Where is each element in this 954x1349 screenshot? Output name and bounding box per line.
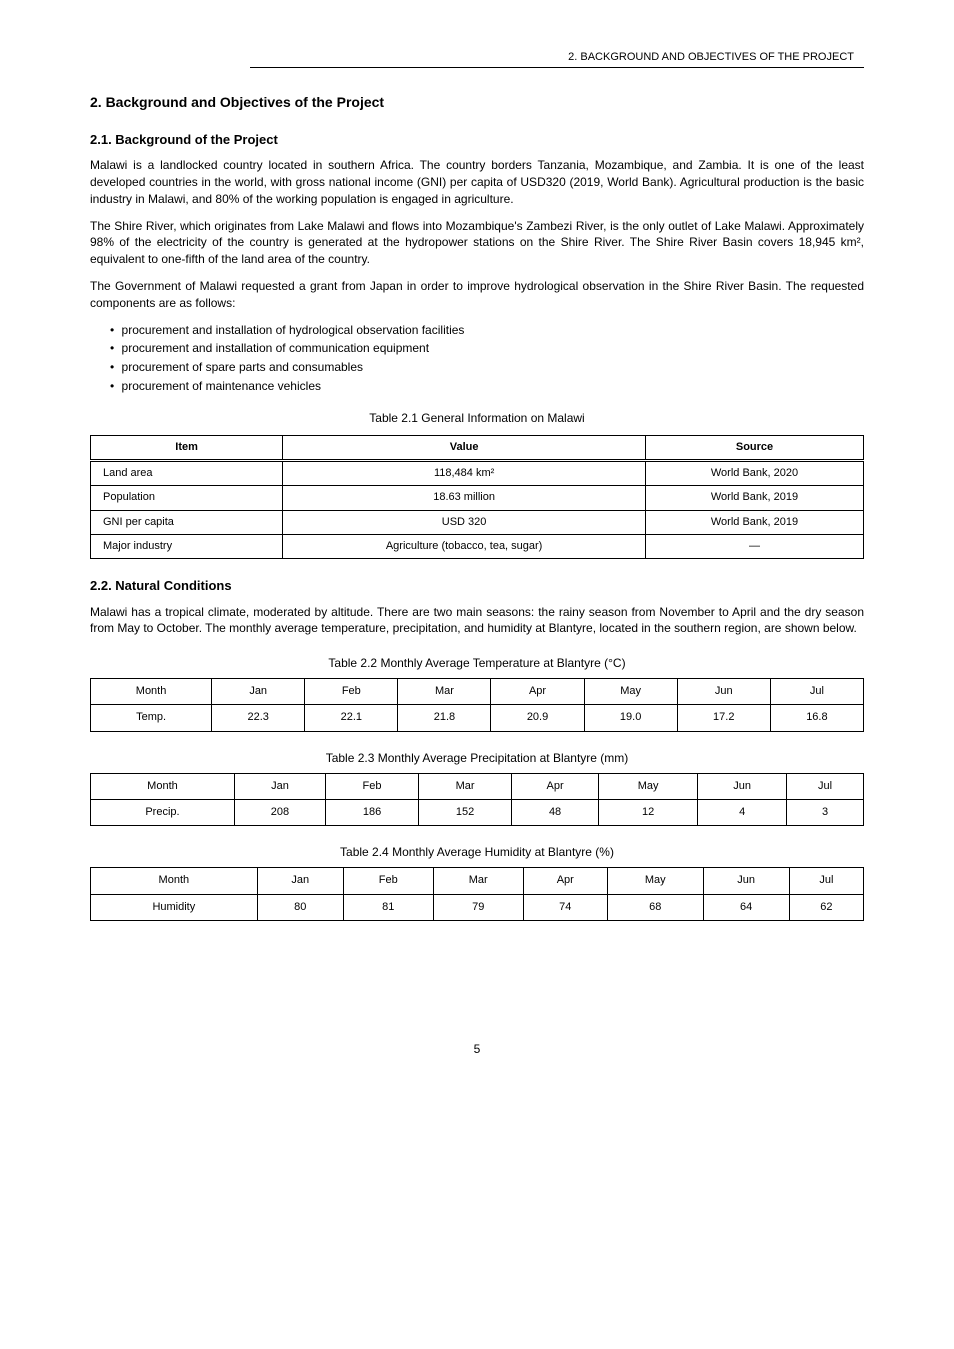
table-cell: Jun	[703, 868, 789, 894]
list-item: procurement of spare parts and consumabl…	[110, 359, 864, 376]
table-cell: 48	[512, 800, 599, 826]
table-cell: Feb	[305, 679, 398, 705]
table-cell: —	[646, 535, 864, 559]
table-cell: May	[584, 679, 677, 705]
table-caption: Table 2.3 Monthly Average Precipitation …	[90, 750, 864, 767]
humidity-table: Month Jan Feb Mar Apr May Jun Jul Humidi…	[90, 867, 864, 921]
table-cell: 74	[523, 894, 607, 920]
page-header: 2. BACKGROUND AND OBJECTIVES OF THE PROJ…	[90, 50, 864, 65]
list-item: procurement and installation of hydrolog…	[110, 322, 864, 339]
table-cell: 118,484 km²	[283, 460, 646, 485]
table-row: Major industry Agriculture (tobacco, tea…	[91, 535, 864, 559]
table-cell: 68	[607, 894, 703, 920]
table-row: Population 18.63 million World Bank, 201…	[91, 486, 864, 510]
table-cell: 4	[698, 800, 787, 826]
general-info-table: Item Value Source Land area 118,484 km² …	[90, 435, 864, 560]
list-item: procurement of maintenance vehicles	[110, 378, 864, 395]
table-caption: Table 2.2 Monthly Average Temperature at…	[90, 655, 864, 672]
table-cell: Jul	[789, 868, 863, 894]
table-row: Land area 118,484 km² World Bank, 2020	[91, 460, 864, 485]
table-row: GNI per capita USD 320 World Bank, 2019	[91, 510, 864, 534]
table-cell: 81	[343, 894, 433, 920]
table-caption: Table 2.4 Monthly Average Humidity at Bl…	[90, 844, 864, 861]
table-cell: Apr	[491, 679, 584, 705]
paragraph: Malawi is a landlocked country located i…	[90, 157, 864, 207]
table-cell: 186	[325, 800, 418, 826]
table-cell: Month	[91, 773, 235, 799]
header-rule	[250, 67, 864, 68]
table-header: Value	[283, 435, 646, 460]
table-cell: Mar	[398, 679, 491, 705]
table-cell: 62	[789, 894, 863, 920]
table-cell: Apr	[523, 868, 607, 894]
table-cell: Jan	[257, 868, 343, 894]
table-cell: Agriculture (tobacco, tea, sugar)	[283, 535, 646, 559]
table-cell: Month	[91, 868, 258, 894]
table-cell: May	[607, 868, 703, 894]
subsection-title: 2.1. Background of the Project	[90, 131, 864, 149]
table-cell: GNI per capita	[91, 510, 283, 534]
precipitation-table: Month Jan Feb Mar Apr May Jun Jul Precip…	[90, 773, 864, 827]
table-cell: Precip.	[91, 800, 235, 826]
page-number: 5	[90, 1041, 864, 1058]
table-cell: 3	[787, 800, 864, 826]
table-cell: Population	[91, 486, 283, 510]
table-cell: Jun	[677, 679, 770, 705]
table-cell: 18.63 million	[283, 486, 646, 510]
table-cell: World Bank, 2019	[646, 510, 864, 534]
table-cell: 16.8	[770, 705, 863, 731]
table-cell: 17.2	[677, 705, 770, 731]
table-cell: Jul	[787, 773, 864, 799]
table-header: Source	[646, 435, 864, 460]
table-header: Item	[91, 435, 283, 460]
section-title: 2. Background and Objectives of the Proj…	[90, 93, 864, 113]
table-row: Month Jan Feb Mar Apr May Jun Jul	[91, 679, 864, 705]
table-row: Humidity 80 81 79 74 68 64 62	[91, 894, 864, 920]
table-row: Precip. 208 186 152 48 12 4 3	[91, 800, 864, 826]
table-cell: 21.8	[398, 705, 491, 731]
table-cell: 64	[703, 894, 789, 920]
temperature-table: Month Jan Feb Mar Apr May Jun Jul Temp. …	[90, 678, 864, 732]
table-cell: 22.1	[305, 705, 398, 731]
table-cell: 20.9	[491, 705, 584, 731]
table-row: Temp. 22.3 22.1 21.8 20.9 19.0 17.2 16.8	[91, 705, 864, 731]
subsection-title: 2.2. Natural Conditions	[90, 577, 864, 595]
table-cell: May	[599, 773, 698, 799]
paragraph: The Government of Malawi requested a gra…	[90, 278, 864, 312]
table-row: Month Jan Feb Mar Apr May Jun Jul	[91, 868, 864, 894]
table-cell: Feb	[325, 773, 418, 799]
table-cell: USD 320	[283, 510, 646, 534]
table-cell: Land area	[91, 460, 283, 485]
table-cell: Jan	[234, 773, 325, 799]
bullet-list: procurement and installation of hydrolog…	[90, 322, 864, 395]
table-header-row: Item Value Source	[91, 435, 864, 460]
table-cell: Jun	[698, 773, 787, 799]
table-cell: Month	[91, 679, 212, 705]
table-cell: 208	[234, 800, 325, 826]
table-cell: Temp.	[91, 705, 212, 731]
table-cell: 79	[433, 894, 523, 920]
paragraph: Malawi has a tropical climate, moderated…	[90, 604, 864, 638]
list-item: procurement and installation of communic…	[110, 340, 864, 357]
paragraph: The Shire River, which originates from L…	[90, 218, 864, 268]
table-cell: Major industry	[91, 535, 283, 559]
table-cell: Apr	[512, 773, 599, 799]
table-cell: 22.3	[212, 705, 305, 731]
table-cell: Mar	[419, 773, 512, 799]
table-cell: World Bank, 2020	[646, 460, 864, 485]
table-row: Month Jan Feb Mar Apr May Jun Jul	[91, 773, 864, 799]
table-cell: Jul	[770, 679, 863, 705]
table-cell: 152	[419, 800, 512, 826]
table-caption: Table 2.1 General Information on Malawi	[90, 410, 864, 427]
table-cell: World Bank, 2019	[646, 486, 864, 510]
table-cell: 80	[257, 894, 343, 920]
table-cell: Feb	[343, 868, 433, 894]
table-cell: Jan	[212, 679, 305, 705]
table-cell: Humidity	[91, 894, 258, 920]
table-cell: 19.0	[584, 705, 677, 731]
table-cell: 12	[599, 800, 698, 826]
table-cell: Mar	[433, 868, 523, 894]
